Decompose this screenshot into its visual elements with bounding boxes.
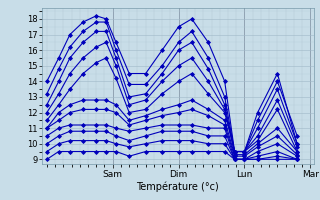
X-axis label: Température (°c): Température (°c) (136, 181, 219, 192)
